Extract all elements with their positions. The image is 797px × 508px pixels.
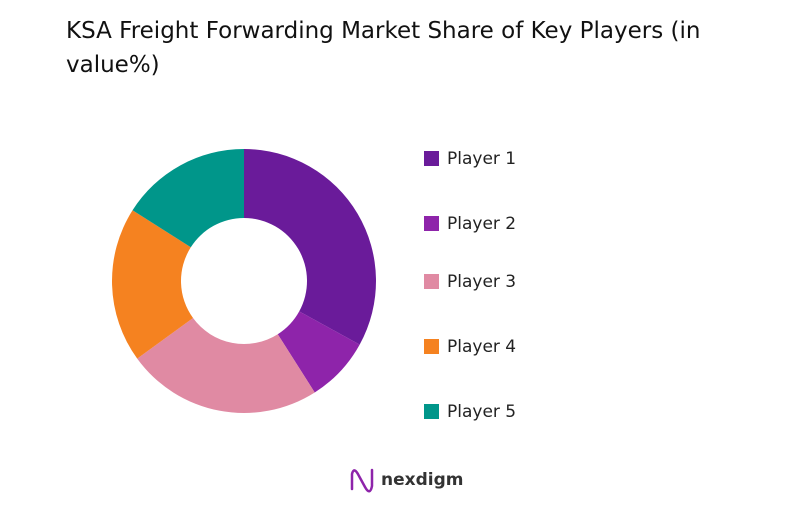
legend-label: Player 1 bbox=[447, 149, 516, 169]
donut-segment bbox=[132, 149, 244, 248]
logo-icon bbox=[350, 468, 374, 493]
donut-segment bbox=[137, 318, 315, 414]
legend-label: Player 5 bbox=[447, 402, 516, 422]
donut-segment bbox=[277, 311, 360, 393]
legend-label: Player 4 bbox=[447, 337, 516, 357]
legend-swatch bbox=[424, 274, 439, 289]
legend-swatch bbox=[424, 216, 439, 231]
donut-segment bbox=[112, 210, 194, 359]
legend-swatch bbox=[424, 404, 439, 419]
chart-title: KSA Freight Forwarding Market Share of K… bbox=[66, 18, 701, 78]
logo-text: nexdigm bbox=[381, 470, 463, 490]
legend-label: Player 2 bbox=[447, 214, 516, 234]
donut-segment bbox=[244, 149, 376, 345]
legend-label: Player 3 bbox=[447, 272, 516, 292]
legend-swatch bbox=[424, 151, 439, 166]
legend-swatch bbox=[424, 339, 439, 354]
